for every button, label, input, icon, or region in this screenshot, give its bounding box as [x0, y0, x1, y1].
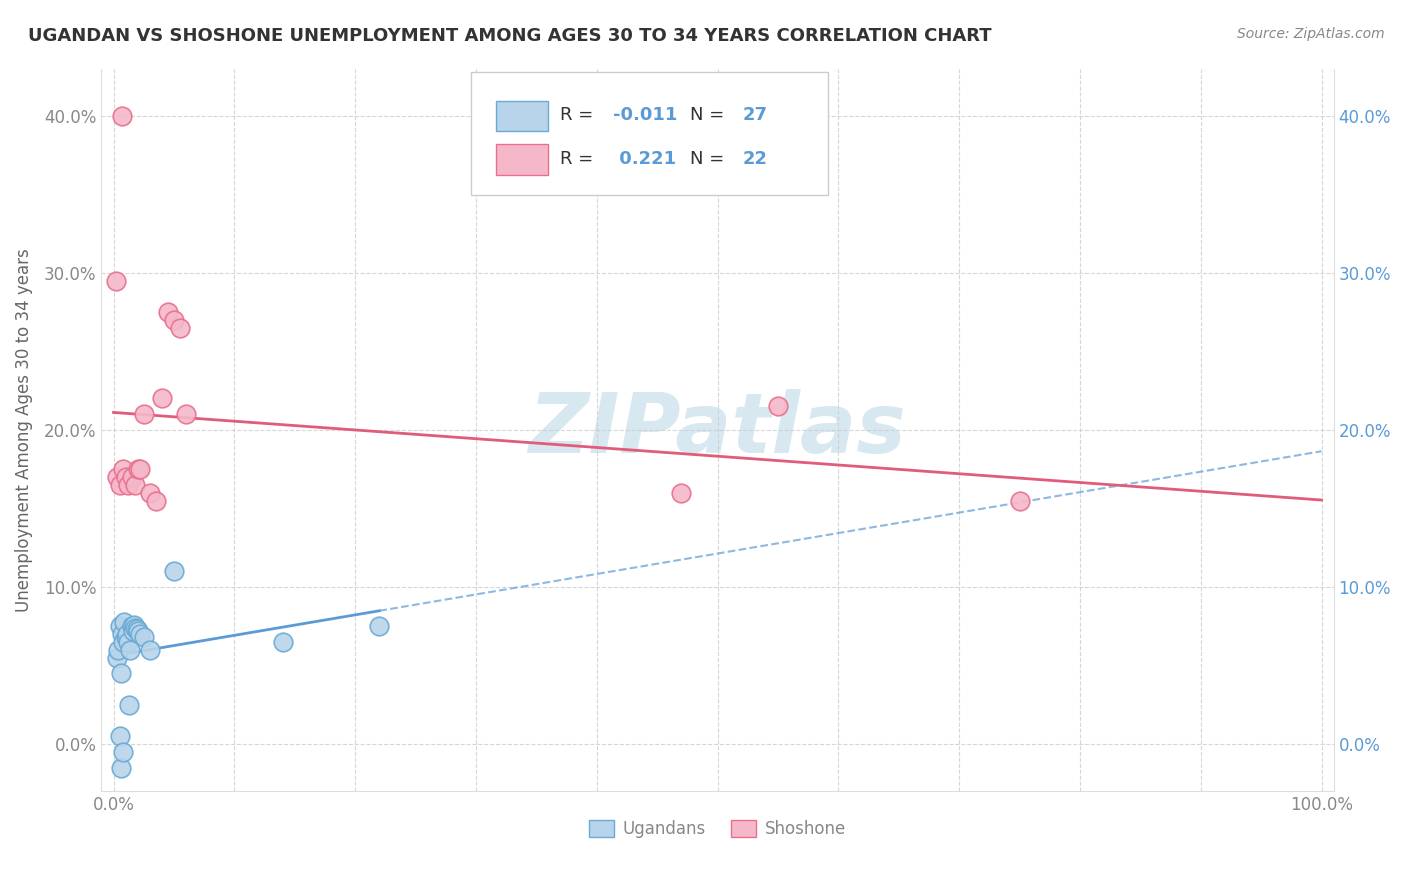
Point	[115, 627, 138, 641]
Text: ZIPatlas: ZIPatlas	[529, 390, 907, 470]
FancyBboxPatch shape	[496, 145, 547, 175]
Point	[163, 564, 186, 578]
Text: UGANDAN VS SHOSHONE UNEMPLOYMENT AMONG AGES 30 TO 34 YEARS CORRELATION CHART: UGANDAN VS SHOSHONE UNEMPLOYMENT AMONG A…	[28, 27, 991, 45]
Point	[122, 617, 145, 632]
Point	[124, 478, 146, 492]
Point	[121, 619, 143, 633]
Text: N =: N =	[690, 106, 731, 125]
Point	[125, 623, 148, 637]
Point	[122, 624, 145, 638]
Point	[766, 400, 789, 414]
Point	[671, 485, 693, 500]
Point	[111, 109, 134, 123]
Legend: Ugandans, Shoshone: Ugandans, Shoshone	[583, 813, 852, 845]
Point	[105, 470, 128, 484]
Point	[104, 274, 127, 288]
Point	[145, 493, 167, 508]
FancyBboxPatch shape	[496, 101, 547, 131]
Point	[127, 462, 149, 476]
Point	[121, 470, 143, 484]
Point	[117, 635, 139, 649]
FancyBboxPatch shape	[471, 72, 828, 195]
Point	[132, 630, 155, 644]
Point	[120, 643, 142, 657]
Point	[163, 313, 186, 327]
Point	[129, 627, 152, 641]
Point	[111, 627, 134, 641]
Point	[110, 666, 132, 681]
Point	[108, 729, 131, 743]
Point	[368, 619, 391, 633]
Point	[124, 621, 146, 635]
Point	[112, 615, 135, 629]
Point	[139, 485, 162, 500]
Point	[114, 470, 136, 484]
Y-axis label: Unemployment Among Ages 30 to 34 years: Unemployment Among Ages 30 to 34 years	[15, 248, 32, 612]
Point	[118, 698, 141, 712]
Text: R =: R =	[560, 106, 599, 125]
Point	[271, 635, 294, 649]
Point	[127, 624, 149, 638]
Point	[169, 320, 191, 334]
Point	[107, 643, 129, 657]
Point	[105, 650, 128, 665]
Point	[117, 478, 139, 492]
Text: -0.011: -0.011	[613, 106, 678, 125]
Text: N =: N =	[690, 150, 731, 168]
Point	[112, 635, 135, 649]
Point	[108, 619, 131, 633]
Text: 22: 22	[742, 150, 768, 168]
Point	[112, 462, 135, 476]
Point	[139, 643, 162, 657]
Text: Source: ZipAtlas.com: Source: ZipAtlas.com	[1237, 27, 1385, 41]
Text: 27: 27	[742, 106, 768, 125]
Point	[129, 462, 152, 476]
Text: R =: R =	[560, 150, 599, 168]
Point	[108, 478, 131, 492]
Text: 0.221: 0.221	[613, 150, 676, 168]
Point	[112, 745, 135, 759]
Point	[174, 407, 197, 421]
Point	[114, 630, 136, 644]
Point	[1008, 493, 1031, 508]
Point	[156, 305, 179, 319]
Point	[110, 761, 132, 775]
Point	[150, 392, 173, 406]
Point	[132, 407, 155, 421]
